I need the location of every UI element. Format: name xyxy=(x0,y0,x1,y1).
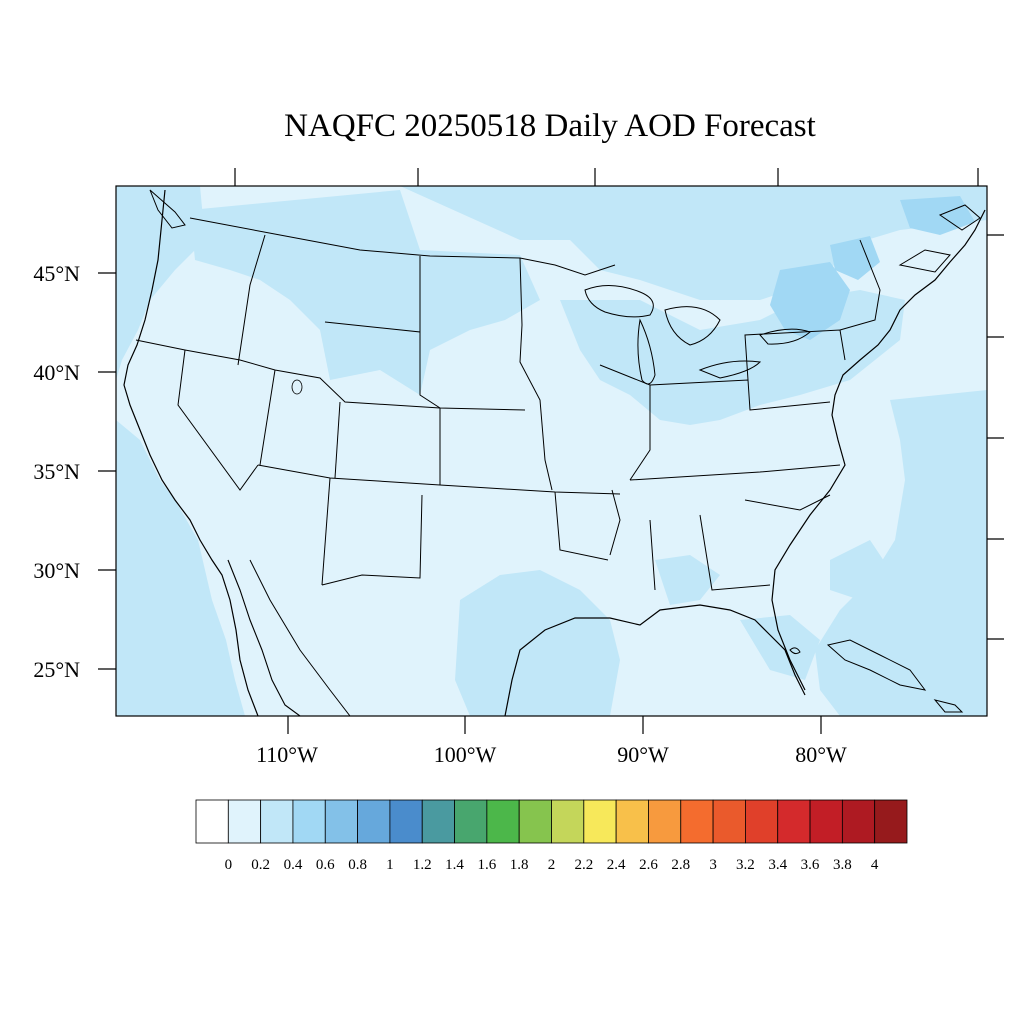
colorbar-level-label: 0.6 xyxy=(316,857,335,873)
great-salt-lake xyxy=(291,379,303,395)
colorbar-level-label: 2.6 xyxy=(639,857,658,873)
lat-label: 25°N xyxy=(33,657,80,682)
colorbar-swatch xyxy=(357,799,391,844)
colorbar-level-label: 0.8 xyxy=(348,857,367,873)
map-panel xyxy=(116,186,987,716)
lon-label: 80°W xyxy=(795,742,847,767)
colorbar-swatch xyxy=(227,799,262,844)
coastlines-and-boundaries xyxy=(123,189,986,716)
map-title: NAQFC 20250518 Daily AOD Forecast xyxy=(284,108,816,144)
colorbar-swatch xyxy=(874,799,908,844)
colorbar-level-label: 2.2 xyxy=(574,857,593,873)
colorbar-level-label: 0.2 xyxy=(251,857,270,873)
colorbar-level-label: 3.8 xyxy=(833,857,852,873)
latitude-labels: 45°N 40°N 35°N 30°N 25°N xyxy=(33,261,80,682)
colorbar-swatch xyxy=(615,799,649,844)
colorbar-level-label: 0.4 xyxy=(284,857,303,873)
lat-label: 45°N xyxy=(33,261,80,286)
lon-label: 110°W xyxy=(256,742,318,767)
colorbar-swatch xyxy=(745,799,779,844)
colorbar-swatch xyxy=(518,799,552,844)
colorbar-level-label: 2.8 xyxy=(671,857,690,873)
colorbar-swatch xyxy=(486,799,520,844)
colorbar-swatch xyxy=(583,799,617,844)
colorbar-level-label: 1.8 xyxy=(510,857,529,873)
colorbar-swatch xyxy=(809,799,843,844)
colorbar-swatch xyxy=(389,799,423,844)
colorbar-level-label: 2 xyxy=(548,857,556,873)
colorbar-level-label: 1.4 xyxy=(445,857,464,873)
lat-label: 40°N xyxy=(33,360,80,385)
map-frame xyxy=(115,185,988,717)
colorbar-swatch xyxy=(551,799,585,844)
colorbar-level-label: 3.6 xyxy=(801,857,820,873)
colorbar-level-label: 3.2 xyxy=(736,857,755,873)
lon-label: 90°W xyxy=(617,742,669,767)
colorbar-swatch xyxy=(841,799,876,844)
colorbar-swatch xyxy=(195,799,229,844)
colorbar-swatch xyxy=(292,799,326,844)
lat-label: 30°N xyxy=(33,558,80,583)
colorbar xyxy=(195,799,908,844)
colorbar-swatch xyxy=(421,799,455,844)
colorbar-level-label: 2.4 xyxy=(607,857,626,873)
axis-ticks xyxy=(98,168,1004,734)
colorbar-level-label: 1.2 xyxy=(413,857,432,873)
colorbar-level-label: 0 xyxy=(225,857,233,873)
colorbar-labels: 0 0.2 0.4 0.6 0.8 1 1.2 1.4 1.6 1.8 2 2.2 2.4 2.6 2.8 3… xyxy=(225,857,879,873)
colorbar-level-label: 3.4 xyxy=(768,857,787,873)
colorbar-swatch xyxy=(324,799,358,844)
colorbar-level-label: 1.6 xyxy=(477,857,496,873)
lat-label: 35°N xyxy=(33,459,80,484)
longitude-labels: 110°W 100°W 90°W 80°W xyxy=(256,742,847,767)
colorbar-swatch xyxy=(648,799,682,844)
colorbar-level-label: 3 xyxy=(709,857,717,873)
colorbar-level-label: 4 xyxy=(871,857,879,873)
colorbar-swatch xyxy=(712,799,746,844)
colorbar-swatch xyxy=(260,799,294,844)
lon-label: 100°W xyxy=(434,742,497,767)
colorbar-swatch xyxy=(777,799,811,844)
colorbar-swatch xyxy=(680,799,714,844)
aod-field-0.4-0.6 xyxy=(770,196,975,340)
aod-field-0.2-0.4 xyxy=(116,186,987,716)
colorbar-level-label: 1 xyxy=(386,857,394,873)
colorbar-swatch xyxy=(454,799,488,844)
